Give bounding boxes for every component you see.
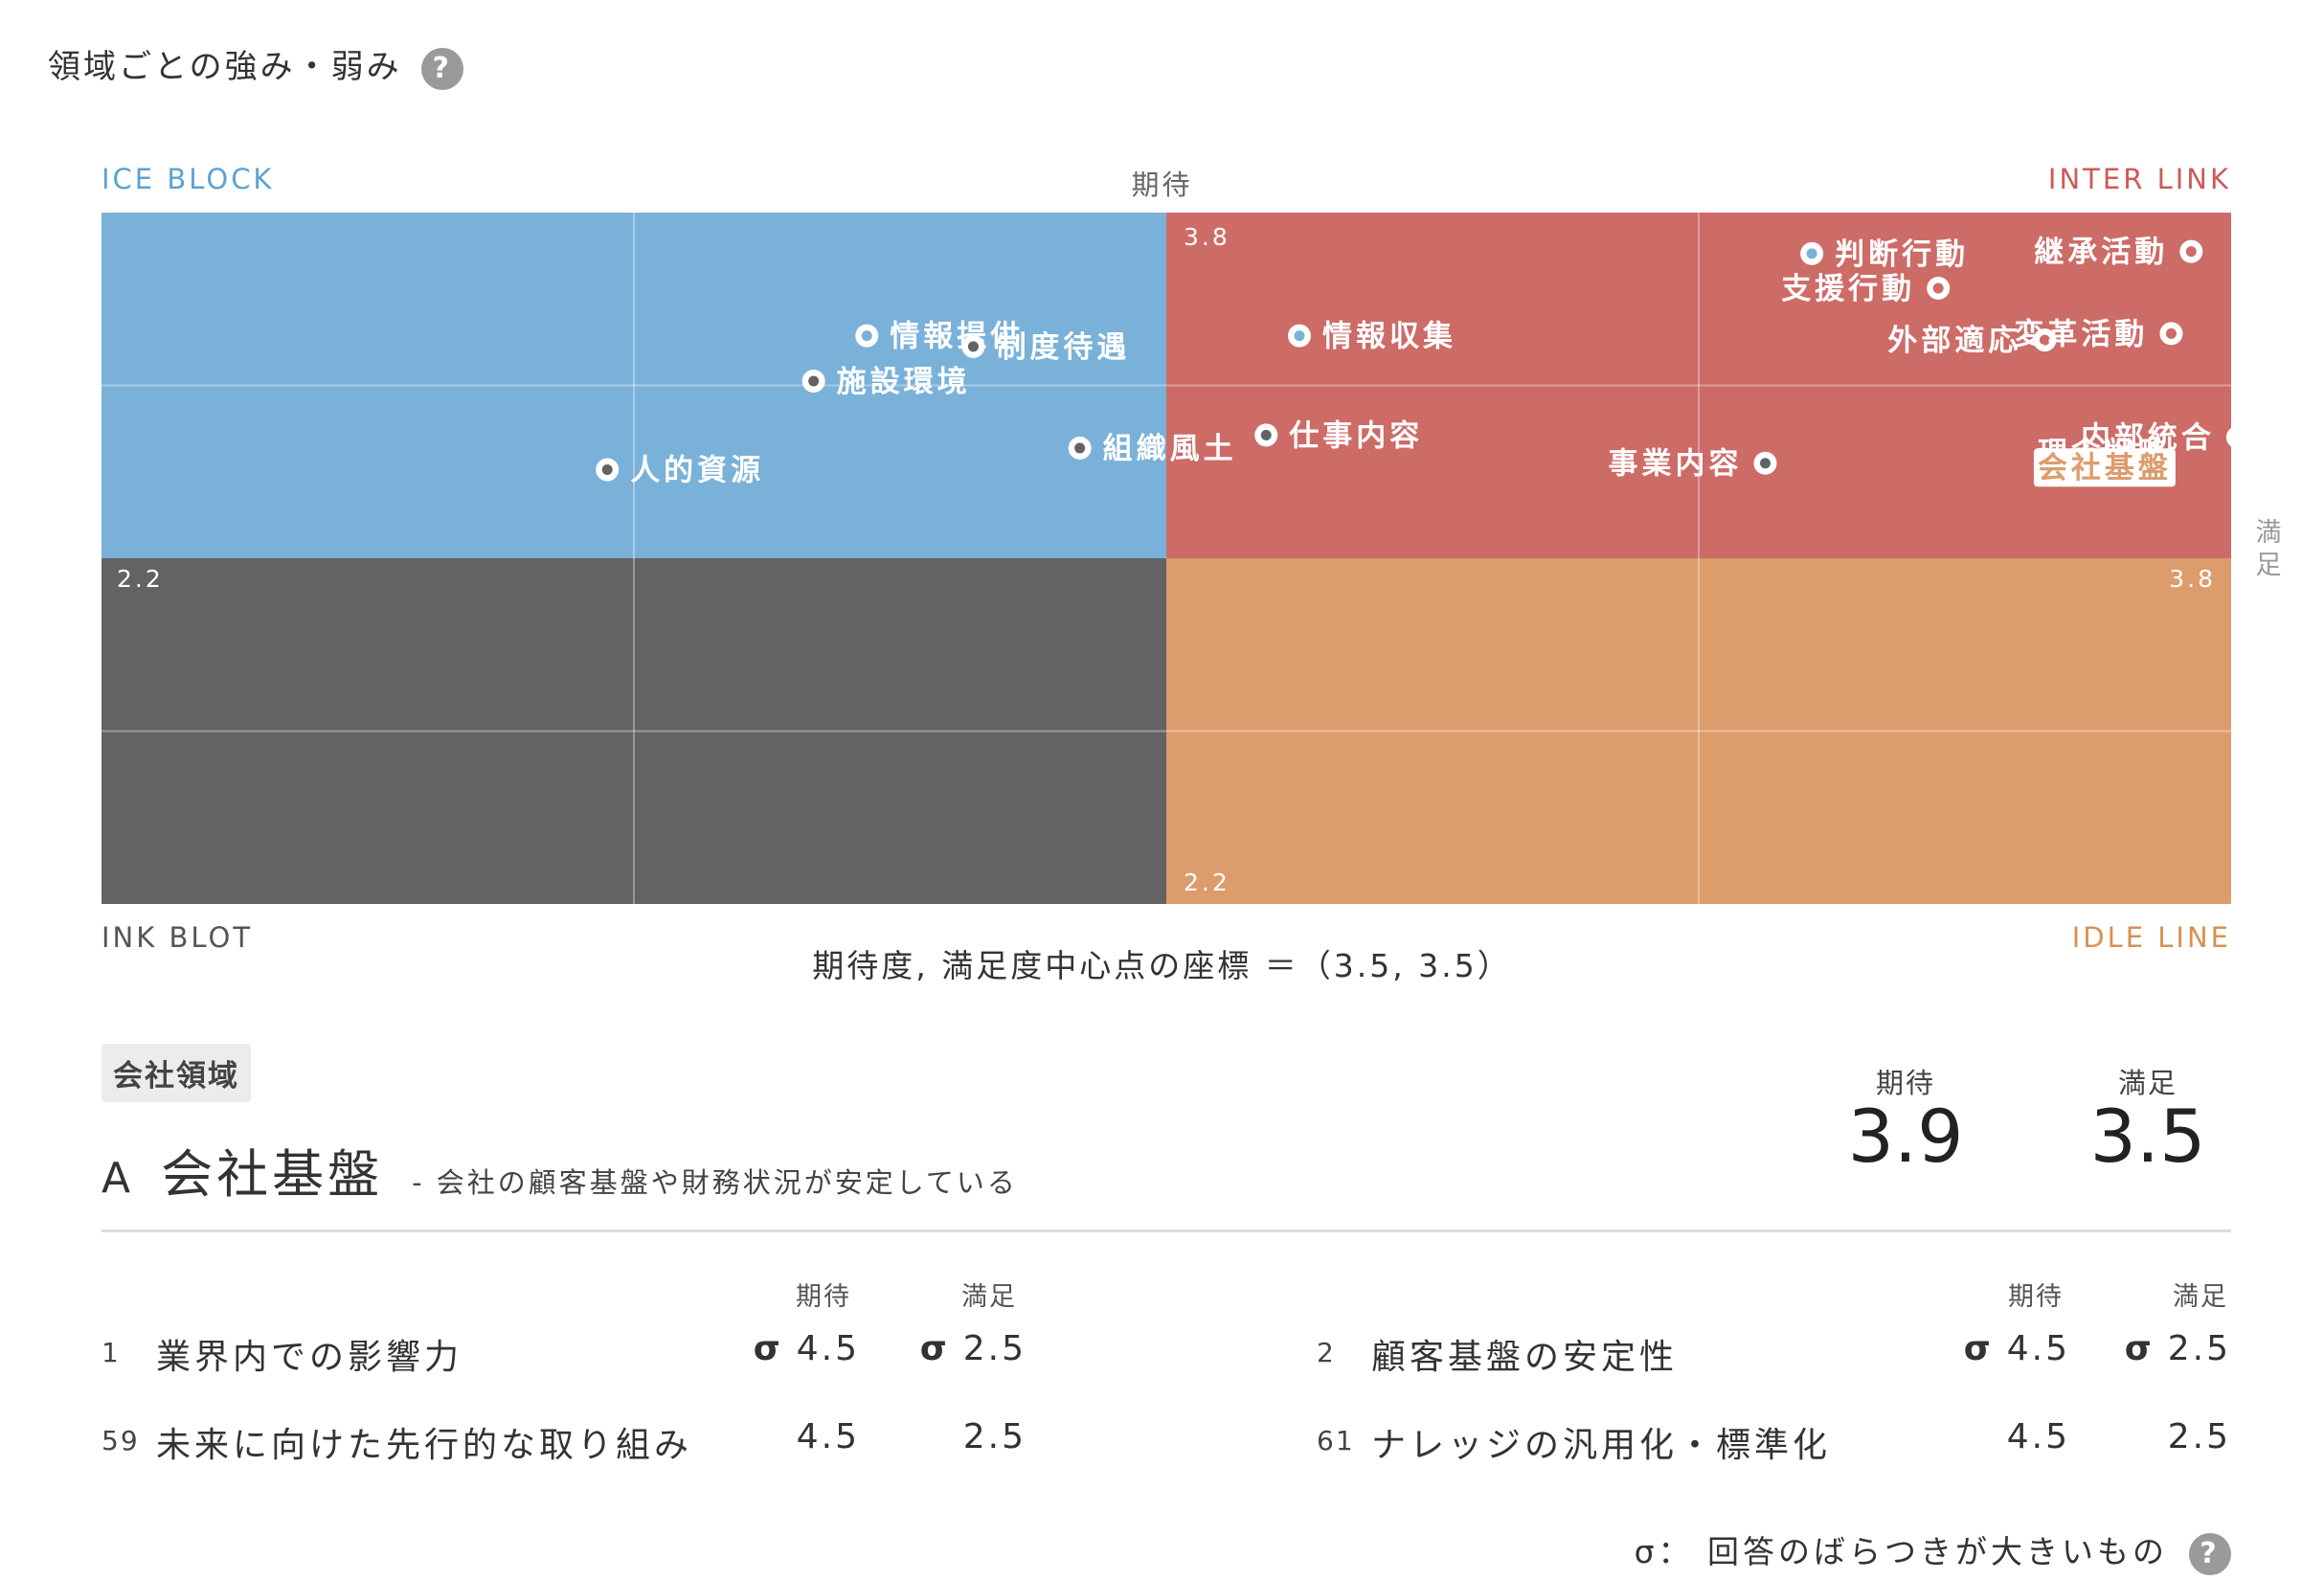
expect-score-label: 期待 — [1875, 1067, 1935, 1099]
corner-label-inter-link: INTER LINK — [2047, 163, 2231, 195]
item-satisfy: σ 2.5 — [2124, 1329, 2231, 1368]
point-marker-hole — [861, 330, 872, 342]
point-marker-hole — [1260, 429, 1272, 440]
col-header-expect-right: 期待 — [2008, 1282, 2064, 1312]
x-axis-label: 満足 — [2255, 518, 2282, 580]
sigma-mark: σ — [753, 1329, 783, 1368]
satisfy-score-value: 3.5 — [2089, 1094, 2206, 1179]
sigma-mark: σ — [919, 1329, 950, 1368]
axis-tick-y-max: 3.8 — [1184, 223, 1230, 251]
axis-tick-x-max: 3.8 — [2169, 565, 2216, 593]
data-point: 仕事内容 — [1254, 418, 1423, 453]
item-satisfy: 2.5 — [2167, 1417, 2231, 1456]
section-title-text: 領域ごとの強み・弱み — [48, 48, 402, 86]
data-point: 判断行動 — [1800, 237, 1969, 272]
point-marker-hole — [1074, 442, 1086, 454]
data-point: 人的資源 — [596, 453, 764, 487]
section-title: 領域ごとの強み・弱み? — [48, 40, 463, 90]
data-point: 情報提供 — [855, 320, 1024, 354]
data-point: 制度待遇 — [961, 330, 1130, 365]
col-header-satisfy-right: 満足 — [2173, 1282, 2228, 1312]
point-marker — [2225, 427, 2231, 447]
domain-tag: 会社領域 — [102, 1044, 251, 1102]
item-label: ナレッジの汎用化・標準化 — [1371, 1426, 1832, 1465]
point-marker-hole — [1932, 282, 1944, 294]
item-expect: 4.5 — [796, 1417, 860, 1456]
item-number: 61 — [1317, 1425, 1355, 1456]
data-point: 組織風土 — [1068, 432, 1237, 466]
axis-tick-y-min: 2.2 — [1184, 869, 1230, 896]
point-marker-hole — [601, 463, 613, 475]
point-marker-hole — [1294, 330, 1305, 342]
selected-domain-letter: A — [102, 1154, 135, 1203]
sigma-legend-text: σ： 回答のばらつきが大きいもの — [1634, 1533, 2168, 1570]
point-label: 組織風土 — [1103, 432, 1237, 466]
item-number: 2 — [1317, 1337, 1336, 1368]
point-marker-hole — [2165, 327, 2177, 339]
point-marker-hole — [2185, 246, 2197, 258]
divider — [102, 1230, 2231, 1232]
selected-domain-description: - 会社の顧客基盤や財務状況が安定している — [412, 1166, 1018, 1199]
data-point: 支援行動 — [1781, 272, 1951, 306]
data-point: 外部適応 — [1887, 324, 2057, 358]
item-label: 顧客基盤の安定性 — [1371, 1338, 1679, 1377]
item-expect: σ 4.5 — [1963, 1329, 2070, 1368]
point-label: 仕事内容 — [1289, 418, 1423, 453]
item-satisfy: σ 2.5 — [919, 1329, 1027, 1368]
sigma-legend-note: σ： 回答のばらつきが大きいもの? — [1635, 1526, 2231, 1575]
expect-score-value: 3.9 — [1847, 1094, 1964, 1179]
item-expect: σ 4.5 — [753, 1329, 860, 1368]
selected-domain-title: A 会社基盤 - 会社の顧客基盤や財務状況が安定している — [102, 1132, 1018, 1208]
data-point: 情報収集 — [1288, 320, 1456, 354]
point-label: 継承活動 — [2034, 236, 2168, 270]
col-header-satisfy-left: 満足 — [961, 1282, 1017, 1312]
point-marker-hole — [967, 341, 979, 352]
center-point-note: 期待度, 満足度中心点の座標 ＝（3.5, 3.5） — [812, 947, 1512, 984]
satisfy-score-label: 満足 — [2117, 1067, 2177, 1099]
data-point: 変革活動 — [2014, 317, 2183, 351]
point-marker-hole — [1806, 248, 1817, 260]
point-label: 施設環境 — [837, 365, 971, 399]
point-label: 制度待遇 — [996, 330, 1130, 365]
corner-label-ice-block: ICE BLOCK — [102, 163, 275, 195]
quadrant-inter-link — [1166, 213, 2231, 558]
corner-label-ink-blot: INK BLOT — [102, 921, 254, 954]
point-label: 会社基盤 — [2038, 451, 2172, 485]
quadrant-ice-block — [102, 213, 1166, 558]
point-label: 人的資源 — [630, 453, 764, 487]
quadrant-ink-blot — [102, 558, 1166, 904]
point-label: 情報収集 — [1322, 320, 1456, 354]
help-icon[interactable]: ? — [2189, 1532, 2231, 1575]
point-label: 情報提供 — [890, 320, 1024, 354]
data-point: 事業内容 — [1609, 447, 1777, 482]
point-marker-hole — [1760, 458, 1771, 469]
quadrant-idle-line — [1166, 558, 2231, 904]
selected-highlight — [2033, 448, 2176, 487]
help-icon[interactable]: ? — [420, 47, 463, 90]
item-number: 59 — [102, 1425, 140, 1456]
point-label: 外部適応 — [1887, 324, 2021, 358]
item-satisfy: 2.5 — [962, 1417, 1027, 1456]
data-point: 継承活動 — [2034, 236, 2203, 270]
data-point: 会社基盤 — [2033, 448, 2176, 487]
item-number: 1 — [102, 1337, 121, 1368]
point-label: 変革活動 — [2014, 317, 2148, 351]
item-label: 業界内での影響力 — [156, 1338, 463, 1377]
point-marker-hole — [2039, 334, 2050, 346]
point-label: 事業内容 — [1609, 447, 1743, 482]
point-marker-hole — [808, 375, 820, 387]
point-label: 支援行動 — [1781, 272, 1915, 306]
sigma-mark: σ — [1963, 1329, 1994, 1368]
data-point: 施設環境 — [801, 365, 971, 399]
y-axis-label: 期待 — [1131, 169, 1193, 201]
item-label: 未来に向けた先行的な取り組み — [156, 1426, 693, 1465]
selected-domain-name: 会社基盤 — [161, 1144, 384, 1205]
axis-tick-x-min: 2.2 — [117, 565, 164, 593]
corner-label-idle-line: IDLE LINE — [2071, 921, 2231, 954]
item-expect: 4.5 — [2006, 1417, 2070, 1456]
point-label: 判断行動 — [1835, 237, 1969, 272]
sigma-mark: σ — [2124, 1329, 2155, 1368]
col-header-expect-left: 期待 — [796, 1282, 851, 1312]
